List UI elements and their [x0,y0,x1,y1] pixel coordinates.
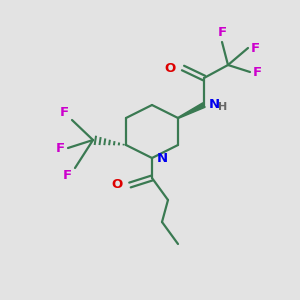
Text: F: F [56,142,65,154]
Text: F: F [218,26,226,39]
Text: N: N [157,152,168,166]
Text: F: F [251,41,260,55]
Text: F: F [63,169,72,182]
Text: O: O [112,178,123,191]
Text: F: F [253,65,262,79]
Text: N: N [209,98,220,112]
Text: H: H [218,102,227,112]
Text: O: O [165,61,176,74]
Text: F: F [60,106,69,119]
Polygon shape [178,103,205,118]
